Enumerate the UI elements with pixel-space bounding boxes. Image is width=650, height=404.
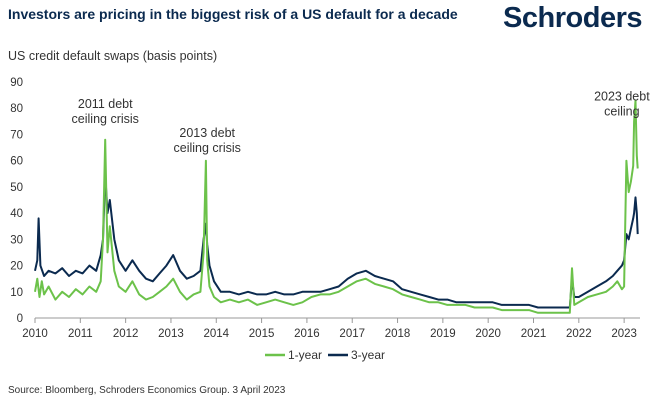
annotation-label: ceiling bbox=[604, 104, 639, 118]
series-line-3-year bbox=[34, 172, 639, 309]
x-tick-label: 2011 bbox=[68, 328, 93, 340]
x-tick-label: 2020 bbox=[475, 328, 501, 340]
y-tick-label: 80 bbox=[10, 103, 23, 115]
series-line-1-year bbox=[34, 99, 639, 314]
x-tick-label: 2018 bbox=[385, 328, 411, 340]
y-tick-label: 70 bbox=[10, 129, 23, 141]
y-tick-label: 10 bbox=[10, 287, 23, 299]
x-tick-label: 2013 bbox=[158, 328, 184, 340]
x-tick-label: 2010 bbox=[22, 328, 48, 340]
source-note: Source: Bloomberg, Schroders Economics G… bbox=[8, 385, 286, 396]
x-tick-label: 2019 bbox=[430, 328, 456, 340]
y-tick-label: 50 bbox=[10, 182, 23, 194]
x-tick-label: 2017 bbox=[339, 328, 365, 340]
chart-title: Investors are pricing in the biggest ris… bbox=[8, 6, 458, 22]
x-tick-label: 2021 bbox=[521, 328, 547, 340]
x-tick-label: 2014 bbox=[203, 328, 229, 340]
series-lines bbox=[34, 99, 639, 314]
x-tick-label: 2012 bbox=[113, 328, 139, 340]
y-tick-label: 20 bbox=[10, 261, 23, 273]
y-tick-label: 40 bbox=[10, 208, 23, 220]
y-tick-label: 30 bbox=[10, 234, 23, 246]
x-tick-label: 2023 bbox=[611, 328, 637, 340]
annotation-label: ceiling crisis bbox=[174, 141, 241, 155]
annotation-label: ceiling crisis bbox=[72, 112, 139, 126]
x-tick-label: 2016 bbox=[294, 328, 320, 340]
y-tick-label: 90 bbox=[10, 77, 23, 89]
legend: 1-year 3-year bbox=[265, 348, 385, 362]
brand-logo: Schroders bbox=[503, 2, 642, 34]
y-tick-label: 0 bbox=[17, 313, 23, 325]
legend-label: 3-year bbox=[351, 348, 385, 362]
axes: 0 10 20 30 40 50 60 70 80 90 2010 2011 2012 2013 2014 2… bbox=[10, 77, 640, 340]
annotation-label: 2023 debt bbox=[594, 89, 650, 103]
y-tick-label: 60 bbox=[10, 156, 23, 168]
x-tick-label: 2015 bbox=[249, 328, 275, 340]
x-tick-label: 2022 bbox=[566, 328, 592, 340]
legend-label: 1-year bbox=[288, 348, 322, 362]
annotation-label: 2013 debt bbox=[179, 126, 235, 140]
annotation-label: 2011 debt bbox=[78, 97, 133, 111]
y-axis-title: US credit default swaps (basis points) bbox=[8, 49, 218, 63]
